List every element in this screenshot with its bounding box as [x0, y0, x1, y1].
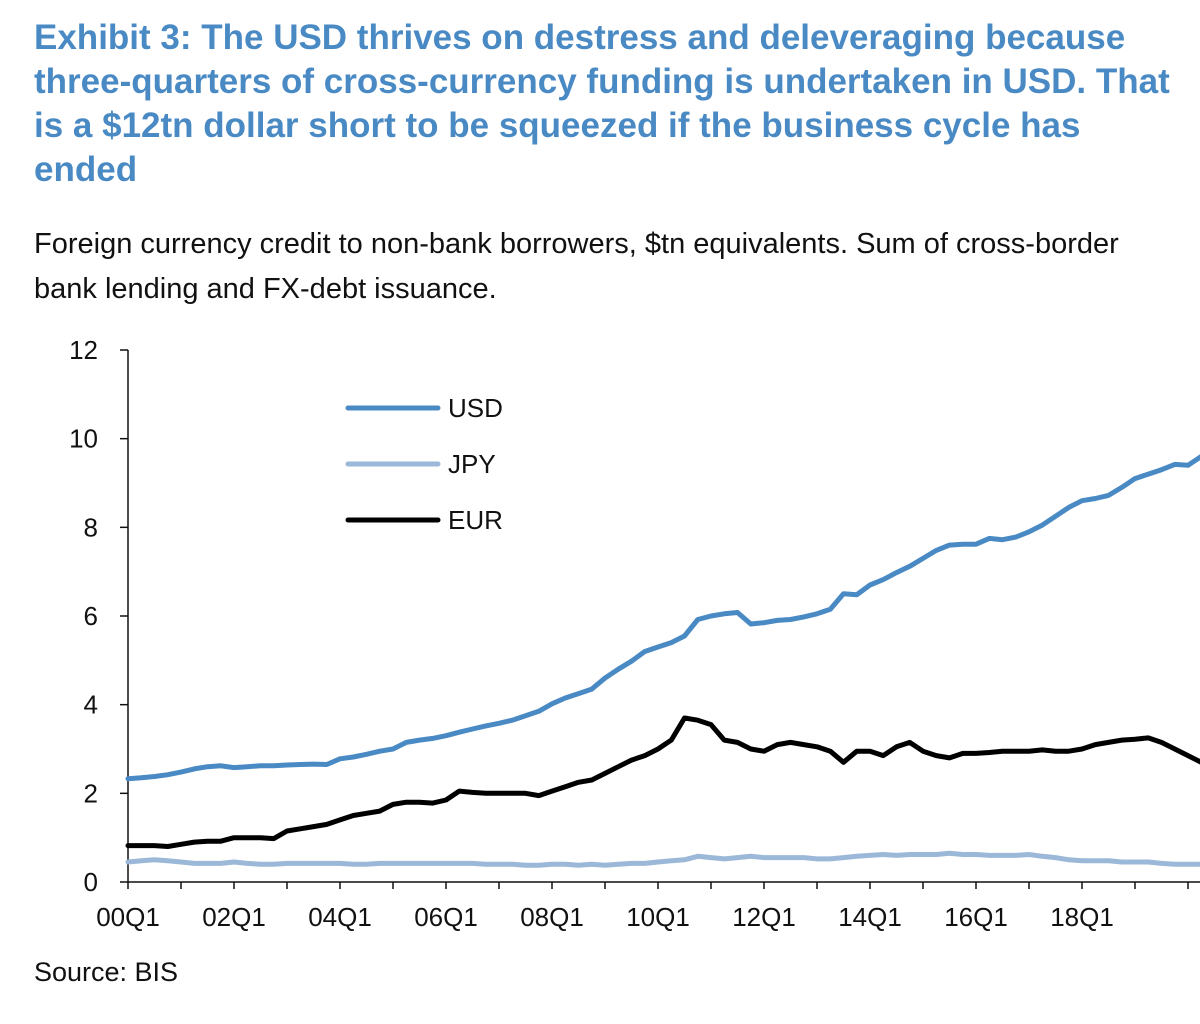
series-line-jpy [125, 850, 1200, 868]
x-tick-label: 08Q1 [520, 902, 584, 932]
legend-label-eur: EUR [448, 505, 503, 535]
legend-label-usd: USD [448, 393, 503, 423]
y-tick-label: 10 [69, 424, 98, 454]
legend-label-jpy: JPY [448, 449, 496, 479]
y-tick-label: 4 [84, 690, 98, 720]
y-tick-label: 6 [84, 601, 98, 631]
chart-lines [125, 454, 1200, 868]
chart-title: Exhibit 3: The USD thrives on destress a… [34, 18, 1170, 189]
chart-legend: USD JPY EUR [345, 393, 503, 535]
chart-axes: 0 2 4 6 8 10 12 00Q1 02Q1 04Q1 06Q1 08Q1 10Q1 12Q1 14Q… [69, 335, 1200, 932]
x-tick-label: 16Q1 [944, 902, 1008, 932]
chart-subtitle: Foreign currency credit to non-bank borr… [34, 228, 1119, 305]
y-tick-label: 12 [69, 335, 98, 365]
x-tick-label: 10Q1 [626, 902, 690, 932]
x-tick-label: 06Q1 [414, 902, 478, 932]
y-tick-label: 8 [84, 512, 98, 542]
source-note: Source: BIS [34, 957, 179, 987]
x-tick-label: 04Q1 [308, 902, 372, 932]
x-tick-label: 14Q1 [838, 902, 902, 932]
y-tick-label: 0 [84, 867, 98, 897]
x-tick-label: 02Q1 [202, 902, 266, 932]
x-tick-label: 00Q1 [96, 902, 160, 932]
line-chart: 0 2 4 6 8 10 12 00Q1 02Q1 04Q1 06Q1 08Q1 10Q1 12Q1 14Q… [69, 335, 1200, 932]
y-tick-label: 2 [84, 778, 98, 808]
series-line-usd [125, 454, 1200, 782]
x-tick-label: 18Q1 [1050, 902, 1114, 932]
series-line-eur [125, 715, 1200, 849]
x-tick-label: 12Q1 [732, 902, 796, 932]
